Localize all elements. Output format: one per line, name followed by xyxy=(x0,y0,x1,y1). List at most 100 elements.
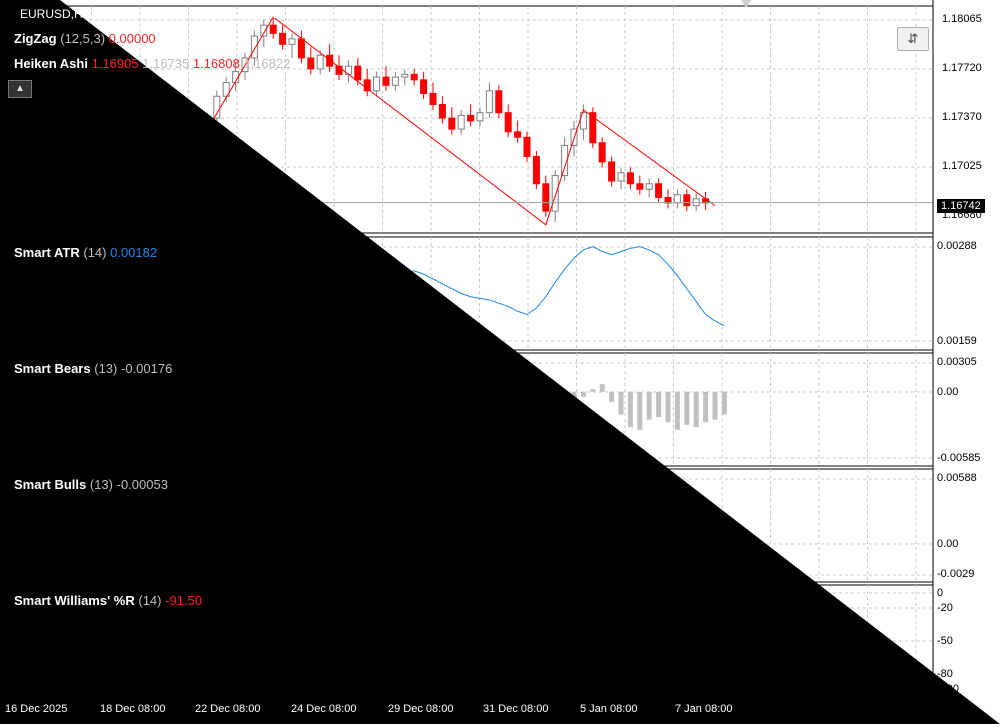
price-tick: 1.17025 xyxy=(942,160,982,172)
candle-body xyxy=(373,76,381,92)
candle-body xyxy=(532,155,540,185)
zigzag-value: 0.00000 xyxy=(108,31,156,46)
bulls-tick: 0.00 xyxy=(937,538,959,550)
bears-name: Smart Bears xyxy=(14,361,91,376)
bears-bar xyxy=(646,391,652,420)
atr-legend: Smart ATR (14) 0.00182 xyxy=(14,245,157,260)
wpr-tick: -50 xyxy=(937,635,953,647)
candle-body xyxy=(457,114,465,130)
candle-body xyxy=(335,65,343,75)
time-tick: 16 Dec 2025 xyxy=(5,703,68,715)
candle-body xyxy=(589,112,597,144)
wpr-tick: -80 xyxy=(937,668,953,680)
candle-body xyxy=(626,172,634,185)
bulls-name: Smart Bulls xyxy=(14,477,87,492)
candle-body xyxy=(636,183,644,190)
price-tick: 1.17720 xyxy=(942,62,982,74)
wpr-name: Smart Williams' %R xyxy=(14,593,135,608)
candle-body xyxy=(354,65,362,81)
bears-tick: 0.00305 xyxy=(937,356,977,368)
bears-bar xyxy=(684,391,690,425)
atr-value: 0.00182 xyxy=(110,245,158,260)
bulls-tick: -0.0029 xyxy=(937,568,975,580)
candle-body xyxy=(222,82,230,97)
atr-tick: 0.00159 xyxy=(937,335,977,347)
bulls-params: (13) xyxy=(89,477,113,492)
heiken-v3: 1.16808 xyxy=(192,56,240,71)
heiken-v2: 1.16735 xyxy=(142,56,190,71)
scroll-marker-icon xyxy=(741,0,751,8)
zigzag-params: (12,5,3) xyxy=(60,31,106,46)
bears-bar xyxy=(674,391,680,430)
candle-body xyxy=(326,54,334,67)
symbol-label: EURUSD,H4 xyxy=(20,7,90,21)
candle-body xyxy=(683,194,691,207)
bears-tick: -0.00585 xyxy=(937,452,981,464)
candle-body xyxy=(213,95,221,119)
wpr-value: -91.50 xyxy=(165,593,202,608)
candle-body xyxy=(598,142,606,163)
candle-body xyxy=(476,112,484,122)
candle-body xyxy=(307,57,315,70)
ohlc-values: 1.16766 1.16822 1.16699 1.16742 xyxy=(96,7,280,21)
bears-bar xyxy=(580,391,586,397)
time-tick: 7 Jan 08:00 xyxy=(675,703,733,715)
candle-body xyxy=(504,112,512,133)
candle-body xyxy=(655,183,663,198)
candle-body xyxy=(495,90,503,114)
candle-body xyxy=(448,117,456,130)
time-tick: 29 Dec 08:00 xyxy=(388,703,454,715)
bears-bar xyxy=(618,391,624,415)
wpr-tick: 0 xyxy=(937,587,944,599)
bears-bar xyxy=(637,391,643,430)
candle-body xyxy=(617,172,625,182)
candle-body xyxy=(260,24,268,37)
price-tick: 1.17370 xyxy=(942,111,982,123)
bears-params: (13) xyxy=(94,361,118,376)
candle-body xyxy=(316,54,324,70)
bears-bar xyxy=(712,391,718,420)
bears-bar xyxy=(609,391,615,402)
bears-value: -0.00176 xyxy=(120,361,173,376)
scroll-updown-icon[interactable]: ⇵ xyxy=(897,27,929,51)
wpr-tick: -20 xyxy=(937,602,953,614)
time-tick: 24 Dec 08:00 xyxy=(291,703,357,715)
candle-body xyxy=(664,196,672,204)
bulls-legend: Smart Bulls (13) -0.00053 xyxy=(14,477,168,492)
candle-body xyxy=(391,76,399,86)
atr-params: (14) xyxy=(83,245,107,260)
wpr-params: (14) xyxy=(138,593,162,608)
bears-tick: 0.00 xyxy=(937,386,959,398)
time-tick: 31 Dec 08:00 xyxy=(483,703,549,715)
candle-body xyxy=(467,114,475,122)
bears-bar xyxy=(721,391,727,415)
candle-body xyxy=(269,24,277,34)
candle-body xyxy=(523,136,531,157)
candle-body xyxy=(250,35,258,59)
time-tick: 22 Dec 08:00 xyxy=(195,703,261,715)
symbol-timeframe: EURUSD,H4 1.16766 1.16822 1.16699 1.1674… xyxy=(20,7,280,21)
time-tick: 18 Dec 08:00 xyxy=(100,703,166,715)
heiken-legend: Heiken Ashi 1.16905 1.16735 1.16808 1.16… xyxy=(14,56,290,71)
zigzag-name: ZigZag xyxy=(14,31,57,46)
heiken-name: Heiken Ashi xyxy=(14,56,88,71)
atr-name: Smart ATR xyxy=(14,245,80,260)
candle-body xyxy=(410,73,418,81)
candle-body xyxy=(645,183,653,190)
candle-body xyxy=(363,79,371,92)
wpr-legend: Smart Williams' %R (14) -91.50 xyxy=(14,593,202,608)
bears-bar xyxy=(656,391,662,418)
candle-body xyxy=(420,79,428,95)
candle-body xyxy=(551,175,559,212)
bears-bar xyxy=(693,391,699,428)
algo-trading-icon[interactable]: ▲ xyxy=(8,80,32,98)
candle-body xyxy=(542,183,550,212)
heiken-v4: 1.16822 xyxy=(243,56,291,71)
candle-body xyxy=(579,112,587,130)
bears-bar xyxy=(665,391,671,423)
bulls-value: -0.00053 xyxy=(116,477,168,492)
candle-body xyxy=(673,194,681,204)
candle-body xyxy=(608,161,616,182)
